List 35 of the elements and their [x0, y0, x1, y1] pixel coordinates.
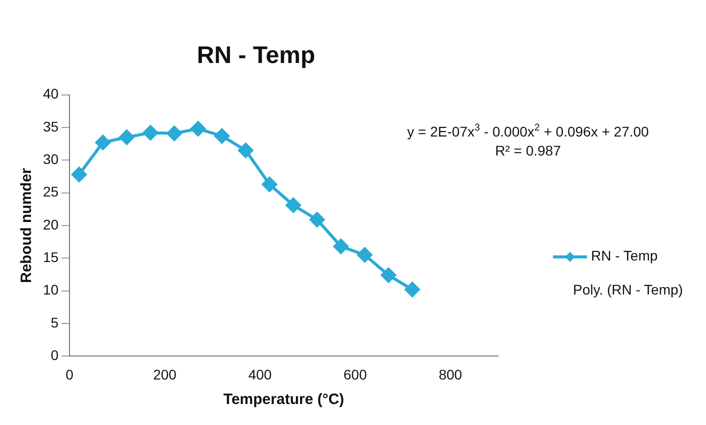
chart-title: RN - Temp [196, 42, 316, 70]
point [404, 282, 420, 298]
point [262, 176, 278, 192]
y-tick-label: 15 [42, 249, 59, 266]
point [238, 142, 254, 158]
point [166, 126, 182, 141]
point [72, 167, 87, 182]
y-axis-title: Reboud numder [18, 168, 36, 283]
point [143, 125, 158, 140]
y-tick-label: 35 [42, 118, 59, 134]
y-tick-label: 10 [42, 282, 59, 298]
point [286, 198, 301, 213]
point [214, 128, 230, 144]
x-axis-title: Temperature (°C) [223, 391, 344, 408]
x-tick-label: 600 [344, 366, 368, 382]
y-tick-label: 20 [42, 216, 59, 232]
point [119, 130, 134, 145]
x-tick-label: 800 [438, 366, 462, 382]
y-tick-label: 5 [50, 314, 59, 330]
y-tick-label: 0 [50, 347, 59, 364]
legend-label: RN - Temp [591, 248, 658, 264]
x-tick-label: 200 [153, 366, 177, 382]
y-tick-label: 30 [42, 151, 59, 168]
y-tick-label: 40 [42, 86, 59, 102]
point [333, 238, 348, 254]
annotation: R² = 0.987 [495, 142, 562, 159]
point [381, 268, 396, 283]
x-tick-label: 0 [66, 366, 74, 382]
x-tick-label: 400 [248, 366, 272, 382]
text: Poly. (RN - Temp) [573, 282, 683, 298]
point [190, 121, 206, 136]
y-tick-label: 25 [42, 184, 59, 200]
point [310, 212, 325, 228]
point [357, 247, 372, 262]
point [95, 135, 110, 150]
